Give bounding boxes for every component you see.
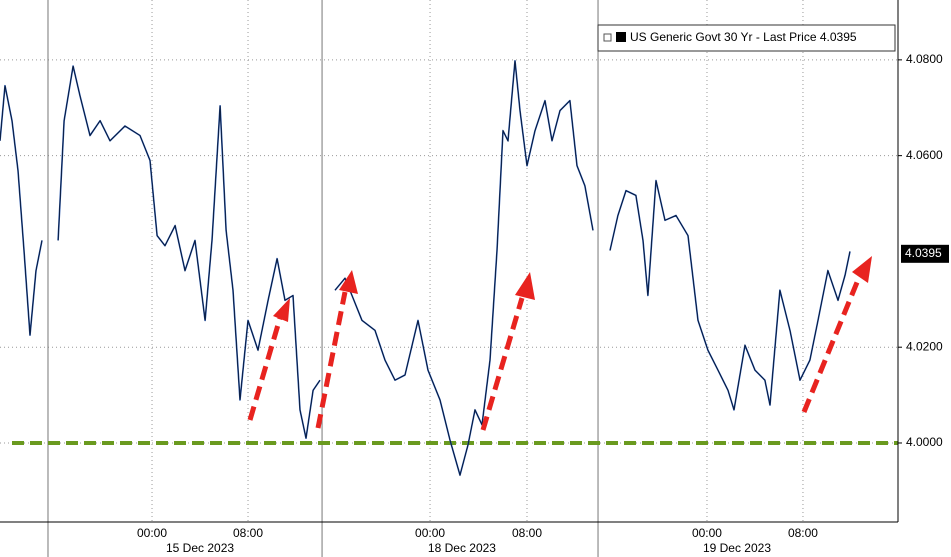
arrow: [801, 274, 863, 413]
legend-name: US Generic Govt 30 Yr - Last Price: [630, 30, 817, 44]
last-price-box: [901, 244, 949, 263]
x-tick-label: 00:00: [137, 526, 167, 540]
arrow: [315, 291, 348, 429]
x-tick-label: 00:00: [415, 526, 445, 540]
y-tick-label: 4.0200: [906, 339, 943, 353]
arrowhead: [515, 272, 535, 300]
x-tick-label: 00:00: [692, 526, 722, 540]
y-tick-label: 4.0600: [906, 148, 943, 162]
x-tick-label: 08:00: [233, 526, 263, 540]
y-tick-label: 4.0800: [906, 52, 943, 66]
date-label: 15 Dec 2023: [166, 541, 234, 555]
legend-icon: [603, 33, 612, 42]
date-label: 19 Dec 2023: [703, 541, 771, 555]
legend-label: US Generic Govt 30 Yr - Last Price 4.039…: [630, 30, 857, 44]
legend-box: [597, 24, 896, 52]
arrowhead: [852, 256, 872, 283]
legend: US Generic Govt 30 Yr - Last Price 4.039…: [597, 24, 896, 52]
legend-swatch: [616, 32, 626, 42]
arrow: [480, 297, 525, 431]
x-tick-label: 08:00: [788, 526, 818, 540]
series-line-shadow: [0, 60, 851, 477]
arrow: [247, 317, 283, 421]
annotation-arrows: [247, 256, 872, 431]
arrowhead: [273, 298, 290, 322]
x-tick-label: 08:00: [512, 526, 542, 540]
last-price-label: 4.0395: [905, 246, 942, 260]
date-label: 18 Dec 2023: [428, 541, 496, 555]
y-tick-label: 4.0000: [906, 435, 943, 449]
arrowhead: [339, 270, 358, 294]
legend-last-price: 4.0395: [820, 30, 857, 44]
